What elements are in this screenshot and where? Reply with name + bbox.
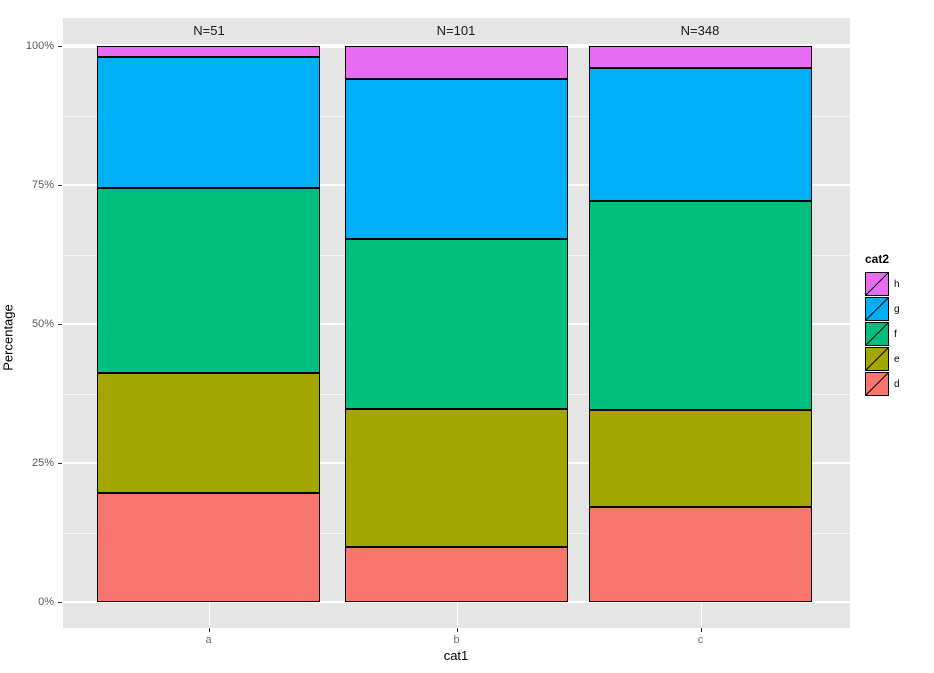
legend-label-e: e — [894, 353, 900, 365]
legend-key-e: e — [863, 347, 933, 371]
facet-strip-band: N=51 N=101 N=348 — [63, 18, 850, 44]
x-tick-label: c — [697, 634, 704, 646]
bar-segment-e — [97, 372, 320, 494]
bar-segment-f — [345, 238, 568, 410]
legend-swatch-d — [865, 372, 889, 396]
y-tick — [58, 185, 62, 186]
x-axis-title: cat1 — [443, 648, 469, 663]
facet-strip-label-3: N=348 — [680, 23, 720, 38]
stacked-bar-a — [97, 46, 320, 602]
bar-segment-f — [97, 187, 320, 373]
legend-label-g: g — [894, 303, 900, 315]
y-tick-label: 0% — [38, 596, 54, 608]
diagonal-line-icon — [866, 373, 888, 395]
y-tick-label: 50% — [31, 318, 54, 330]
legend-key-f: f — [863, 322, 933, 346]
bar-segment-d — [345, 546, 568, 602]
bar-segment-e — [345, 409, 568, 547]
facet-strip-label-1: N=51 — [193, 23, 225, 38]
legend-key-d: d — [863, 372, 933, 396]
bar-segment-g — [97, 57, 320, 188]
stacked-bar-b — [345, 46, 568, 602]
y-tick-label: 25% — [31, 457, 54, 469]
facet-strip-label-2: N=101 — [436, 23, 476, 38]
y-tick — [58, 46, 62, 47]
diagonal-line-icon — [866, 348, 888, 370]
bar-segment-d — [589, 507, 812, 602]
y-axis-title: Percentage — [0, 304, 16, 371]
x-tick — [208, 628, 210, 632]
legend: cat2 h g f e d — [863, 252, 933, 397]
bar-segment-f — [589, 201, 812, 411]
x-tick — [456, 628, 458, 632]
legend-label-f: f — [894, 328, 897, 340]
y-tick — [58, 463, 62, 464]
legend-title: cat2 — [865, 252, 890, 266]
legend-swatch-g — [865, 297, 889, 321]
bar-segment-e — [589, 410, 812, 508]
y-tick — [58, 602, 62, 603]
legend-label-d: d — [894, 378, 900, 390]
x-tick-label: a — [205, 634, 212, 646]
y-tick-label: 75% — [31, 179, 54, 191]
legend-keys: h g f e d — [863, 272, 933, 396]
bar-segment-h — [97, 46, 320, 58]
diagonal-line-icon — [866, 273, 888, 295]
diagonal-line-icon — [866, 323, 888, 345]
y-tick-label: 100% — [25, 40, 54, 52]
bar-segment-d — [97, 493, 320, 602]
legend-key-h: h — [863, 272, 933, 296]
stacked-bar-c — [589, 46, 812, 602]
x-tick-label: b — [453, 634, 460, 646]
bar-segment-h — [589, 46, 812, 69]
y-tick — [58, 324, 62, 325]
legend-swatch-f — [865, 322, 889, 346]
legend-label-h: h — [894, 278, 900, 290]
x-tick — [700, 628, 702, 632]
plot-panel — [63, 46, 850, 628]
bar-segment-g — [345, 78, 568, 239]
bar-segment-g — [589, 68, 812, 202]
bar-segment-h — [345, 46, 568, 79]
legend-swatch-e — [865, 347, 889, 371]
legend-key-g: g — [863, 297, 933, 321]
legend-swatch-h — [865, 272, 889, 296]
diagonal-line-icon — [866, 298, 888, 320]
